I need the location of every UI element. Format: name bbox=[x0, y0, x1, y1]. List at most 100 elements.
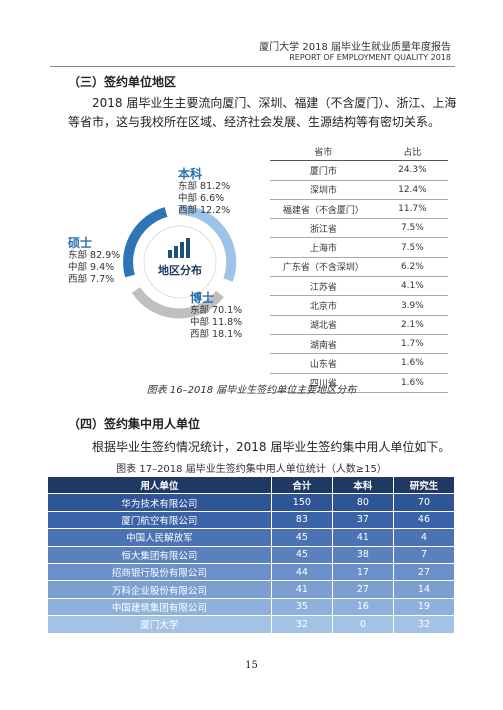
cell: 四川省 bbox=[270, 373, 377, 393]
cell: 1.6% bbox=[376, 353, 448, 374]
row: 招商银行股份有限公司 44 17 27 bbox=[47, 562, 456, 582]
cell: 41 bbox=[270, 580, 333, 599]
row: 福建省（不含厦门） 11.7% bbox=[270, 199, 448, 220]
cell: 0 bbox=[331, 615, 394, 634]
employer-table: 用人单位 合计 本科 研究生 华为技术有限公司 150 80 70 厦门航空有限公司 83 37 46… bbox=[47, 475, 456, 634]
center-circle bbox=[143, 225, 217, 299]
cell: 7.5% bbox=[376, 237, 448, 258]
row: 湖南省 1.7% bbox=[270, 334, 448, 355]
header-subtitle: REPORT OF EMPLOYMENT QUALITY 2018 bbox=[289, 53, 451, 62]
cell: 2.1% bbox=[376, 315, 448, 335]
cell: 北京市 bbox=[270, 295, 377, 316]
arc bbox=[179, 205, 237, 282]
row: 湖北省 2.1% bbox=[270, 315, 448, 335]
row: 浙江省 7.5% bbox=[270, 218, 448, 239]
group-line: 中部 11.8% bbox=[190, 317, 243, 328]
cell: 17 bbox=[331, 562, 394, 582]
ring-diagram: 地区分布 bbox=[123, 205, 237, 319]
header-rule bbox=[50, 66, 455, 67]
header-cell: 省市 bbox=[270, 142, 377, 162]
cell: 招商银行股份有限公司 bbox=[47, 562, 272, 582]
section-heading: （三）签约单位地区 bbox=[68, 75, 177, 89]
cell: 华为技术有限公司 bbox=[47, 493, 272, 512]
cell: 27 bbox=[392, 562, 456, 582]
row: 恒大集团有限公司 45 38 7 bbox=[47, 545, 456, 564]
row: 广东省（不含深圳） 6.2% bbox=[270, 257, 448, 278]
cell: 江苏省 bbox=[270, 276, 377, 297]
row: 中国建筑集团有限公司 35 16 19 bbox=[47, 597, 456, 617]
group-line: 东部 70.1% bbox=[190, 305, 243, 316]
header-cell: 合计 bbox=[270, 475, 333, 495]
cell: 厦门大学 bbox=[47, 615, 272, 634]
cell: 4 bbox=[392, 528, 456, 547]
header-cell: 用人单位 bbox=[47, 475, 272, 495]
group-line: 中部 6.6% bbox=[178, 193, 225, 204]
cell: 厦门航空有限公司 bbox=[47, 510, 272, 530]
header-cell: 研究生 bbox=[392, 475, 456, 495]
header-cell: 占比 bbox=[376, 142, 448, 162]
cell: 44 bbox=[270, 562, 333, 582]
group-line: 东部 81.2% bbox=[178, 181, 231, 192]
row: 华为技术有限公司 150 80 70 bbox=[47, 493, 456, 512]
cell: 11.7% bbox=[376, 199, 448, 220]
cell: 14 bbox=[392, 580, 456, 599]
arc bbox=[123, 207, 168, 278]
cell: 19 bbox=[392, 597, 456, 617]
row: 江苏省 4.1% bbox=[270, 276, 448, 297]
caption: 图表 17–2018 届毕业生签约集中用人单位统计（人数≥15） bbox=[116, 464, 387, 475]
cell: 45 bbox=[270, 528, 333, 547]
cell: 湖北省 bbox=[270, 315, 377, 335]
cell: 4.1% bbox=[376, 276, 448, 297]
header-row: 省市 占比 bbox=[270, 142, 448, 162]
cell: 70 bbox=[392, 493, 456, 512]
cell: 27 bbox=[331, 580, 394, 599]
cell: 80 bbox=[331, 493, 394, 512]
cell: 32 bbox=[392, 615, 456, 634]
cell: 浙江省 bbox=[270, 218, 377, 239]
cell: 32 bbox=[270, 615, 333, 634]
page-number: 15 bbox=[245, 660, 258, 671]
cell: 7.5% bbox=[376, 218, 448, 239]
row: 四川省 1.6% bbox=[270, 373, 448, 393]
cell: 深圳市 bbox=[270, 180, 377, 200]
cell: 1.6% bbox=[376, 373, 448, 393]
cell: 湖南省 bbox=[270, 334, 377, 355]
header-cell: 本科 bbox=[331, 475, 394, 495]
center-label: 地区分布 bbox=[158, 263, 202, 277]
row: 深圳市 12.4% bbox=[270, 180, 448, 200]
cell: 37 bbox=[331, 510, 394, 530]
region-group: 博士 东部 70.1% 中部 11.8% 西部 18.1% bbox=[190, 292, 242, 341]
cell: 福建省（不含厦门） bbox=[270, 199, 377, 220]
cell: 中国建筑集团有限公司 bbox=[47, 597, 272, 617]
header-title: 厦门大学 2018 届毕业生就业质量年度报告 bbox=[259, 42, 451, 53]
group-line: 西部 12.2% bbox=[178, 205, 231, 216]
cell: 恒大集团有限公司 bbox=[47, 545, 272, 564]
row: 万科企业股份有限公司 41 27 14 bbox=[47, 580, 456, 599]
cell: 12.4% bbox=[376, 180, 448, 200]
cell: 46 bbox=[392, 510, 456, 530]
cell: 山东省 bbox=[270, 353, 377, 374]
cell: 35 bbox=[270, 597, 333, 617]
group-line: 西部 7.7% bbox=[68, 274, 115, 285]
region-group: 硕士 东部 82.9% 中部 9.4% 西部 7.7% bbox=[68, 237, 120, 286]
cell: 中国人民解放军 bbox=[47, 528, 272, 547]
cell: 7 bbox=[392, 545, 456, 564]
group-line: 中部 9.4% bbox=[68, 262, 115, 273]
cell: 3.9% bbox=[376, 295, 448, 316]
cell: 38 bbox=[331, 545, 394, 564]
paragraph: 根据毕业生签约情况统计，2018 届毕业生签约集中用人单位如下。 bbox=[92, 440, 451, 454]
cell: 24.3% bbox=[376, 160, 448, 181]
cell: 45 bbox=[270, 545, 333, 564]
cell: 万科企业股份有限公司 bbox=[47, 580, 272, 599]
cell: 16 bbox=[331, 597, 394, 617]
cell: 83 bbox=[270, 510, 333, 530]
row: 厦门航空有限公司 83 37 46 bbox=[47, 510, 456, 530]
section-heading: （四）签约集中用人单位 bbox=[68, 417, 201, 431]
group-line: 东部 82.9% bbox=[68, 250, 121, 261]
group-name: 博士 bbox=[190, 291, 215, 305]
paragraph: 2018 届毕业生主要流向厦门、深圳、福建（不含厦门）、浙江、上海等省市，这与我… bbox=[68, 96, 457, 129]
row: 中国人民解放军 45 41 4 bbox=[47, 528, 456, 547]
caption: 图表 16–2018 届毕业生签约单位主要地区分布 bbox=[146, 385, 357, 396]
region-table: 省市 占比 厦门市 24.3% 深圳市 12.4% 福建省（不含厦门） 11.7% 浙江省 7.5… bbox=[270, 142, 448, 393]
